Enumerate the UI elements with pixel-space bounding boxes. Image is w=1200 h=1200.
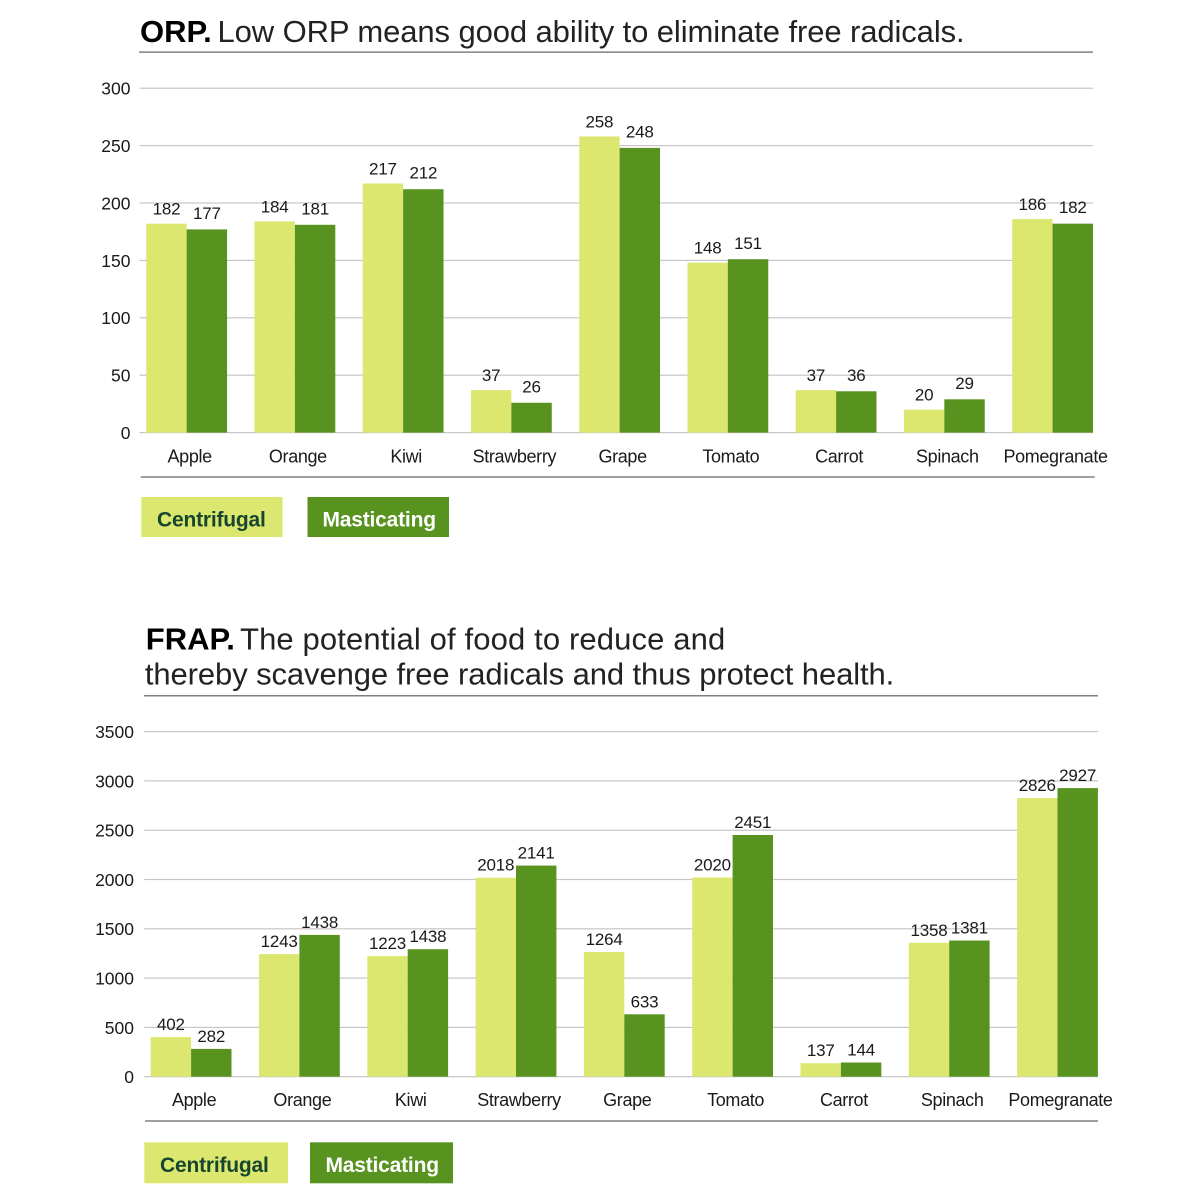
svg-text:Pomegranate: Pomegranate: [1008, 1090, 1113, 1110]
svg-text:150: 150: [101, 251, 130, 271]
svg-text:Spinach: Spinach: [921, 1090, 984, 1110]
svg-text:258: 258: [586, 112, 614, 131]
svg-text:633: 633: [631, 992, 659, 1011]
svg-text:144: 144: [847, 1041, 875, 1060]
svg-text:1438: 1438: [301, 913, 338, 932]
svg-text:2500: 2500: [95, 821, 134, 841]
svg-text:2020: 2020: [694, 856, 731, 875]
svg-text:137: 137: [807, 1041, 835, 1060]
svg-text:Strawberry: Strawberry: [477, 1090, 561, 1110]
svg-text:2000: 2000: [95, 870, 134, 890]
svg-text:300: 300: [101, 79, 130, 99]
svg-text:1381: 1381: [951, 919, 988, 938]
svg-text:1438: 1438: [409, 927, 446, 946]
svg-text:Carrot: Carrot: [815, 447, 863, 467]
svg-text:Orange: Orange: [269, 447, 327, 467]
svg-text:Kiwi: Kiwi: [390, 447, 422, 467]
svg-text:Low ORP means good ability to: Low ORP means good ability to eliminate …: [218, 14, 965, 49]
svg-text:Spinach: Spinach: [916, 447, 979, 467]
svg-text:200: 200: [101, 193, 130, 213]
svg-text:26: 26: [522, 377, 541, 396]
svg-text:Orange: Orange: [273, 1090, 331, 1110]
svg-text:Centrifugal: Centrifugal: [157, 508, 266, 531]
svg-text:Grape: Grape: [598, 447, 647, 467]
svg-text:181: 181: [301, 199, 329, 218]
svg-text:1223: 1223: [369, 934, 406, 953]
svg-text:1358: 1358: [910, 921, 947, 940]
svg-text:0: 0: [124, 1067, 134, 1087]
svg-text:182: 182: [153, 200, 181, 219]
svg-text:2018: 2018: [477, 856, 514, 875]
svg-text:184: 184: [261, 197, 289, 216]
svg-text:2141: 2141: [518, 844, 555, 863]
svg-text:3000: 3000: [95, 771, 134, 791]
svg-text:The potential of food to reduc: The potential of food to reduce and: [240, 622, 725, 657]
svg-text:148: 148: [694, 239, 722, 258]
svg-text:50: 50: [111, 366, 131, 386]
svg-text:29: 29: [955, 374, 974, 393]
svg-text:20: 20: [915, 386, 934, 405]
svg-text:2927: 2927: [1059, 766, 1096, 785]
svg-text:1243: 1243: [261, 932, 298, 951]
svg-text:Tomato: Tomato: [702, 447, 759, 467]
svg-text:212: 212: [409, 164, 437, 183]
svg-text:182: 182: [1059, 198, 1087, 217]
svg-text:1264: 1264: [586, 930, 623, 949]
svg-text:Apple: Apple: [172, 1090, 217, 1110]
svg-text:500: 500: [105, 1018, 134, 1038]
svg-text:Tomato: Tomato: [707, 1090, 764, 1110]
svg-text:250: 250: [101, 136, 130, 156]
svg-text:217: 217: [369, 159, 397, 178]
svg-text:Centrifugal: Centrifugal: [160, 1154, 269, 1177]
svg-text:Grape: Grape: [603, 1090, 652, 1110]
svg-text:0: 0: [121, 423, 131, 443]
svg-text:Masticating: Masticating: [326, 1154, 439, 1177]
svg-text:Masticating: Masticating: [323, 508, 436, 531]
svg-text:Strawberry: Strawberry: [473, 447, 557, 467]
svg-text:Apple: Apple: [168, 447, 213, 467]
svg-text:151: 151: [734, 234, 762, 253]
svg-text:100: 100: [101, 308, 130, 328]
svg-text:ORP.: ORP.: [140, 14, 212, 49]
svg-text:402: 402: [157, 1015, 185, 1034]
svg-text:36: 36: [847, 366, 866, 385]
svg-text:186: 186: [1018, 195, 1046, 214]
svg-text:Kiwi: Kiwi: [395, 1090, 427, 1110]
svg-text:FRAP.: FRAP.: [146, 622, 235, 657]
svg-text:37: 37: [482, 366, 501, 385]
svg-text:248: 248: [626, 122, 654, 141]
svg-text:2451: 2451: [734, 813, 771, 832]
svg-text:37: 37: [807, 366, 826, 385]
svg-text:282: 282: [197, 1027, 225, 1046]
svg-text:1500: 1500: [95, 919, 134, 939]
svg-text:2826: 2826: [1019, 776, 1056, 795]
svg-text:3500: 3500: [95, 722, 134, 742]
svg-text:177: 177: [193, 204, 221, 223]
svg-text:Pomegranate: Pomegranate: [1003, 447, 1108, 467]
svg-text:Carrot: Carrot: [820, 1090, 868, 1110]
svg-text:1000: 1000: [95, 969, 134, 989]
svg-text:thereby scavenge free radicals: thereby scavenge free radicals and thus …: [145, 656, 894, 691]
